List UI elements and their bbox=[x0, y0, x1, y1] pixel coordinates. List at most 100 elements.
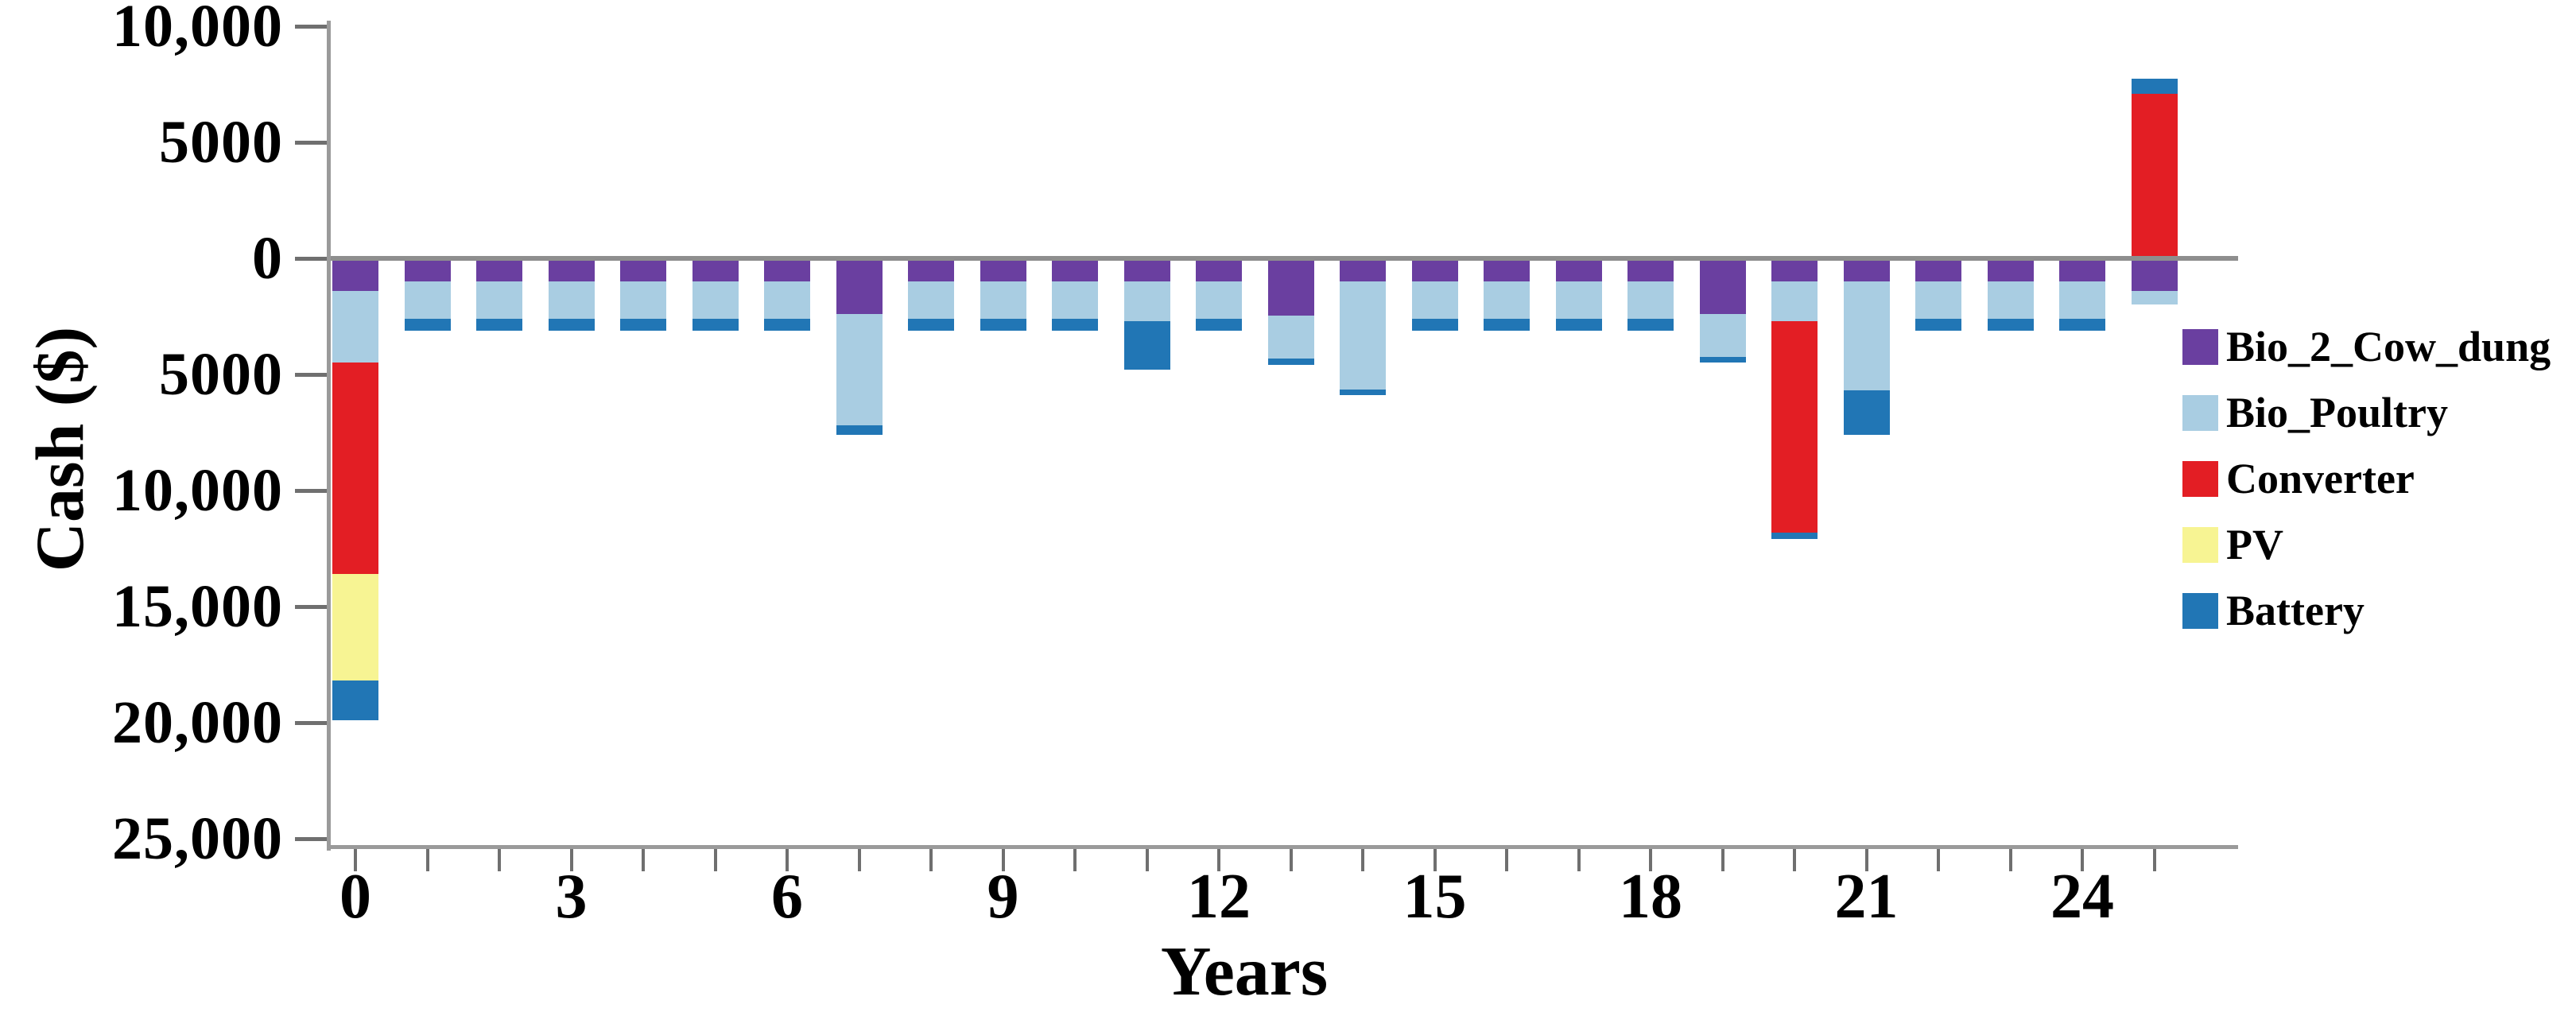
bar-segment-bio_2_cow_dung-year-20 bbox=[1771, 258, 1818, 282]
y-tick-label: 10,000 bbox=[112, 457, 283, 524]
bar-segment-battery-year-0 bbox=[332, 680, 378, 721]
bar-segment-battery-year-20 bbox=[1771, 532, 1818, 540]
bar-segment-bio_poultry-year-13 bbox=[1267, 315, 1314, 359]
x-tick bbox=[1145, 849, 1149, 871]
legend-swatch-bio_2_cow_dung bbox=[2182, 329, 2218, 365]
bar-segment-pv-year-0 bbox=[332, 574, 378, 681]
zero-gridline bbox=[327, 256, 2238, 261]
x-tick bbox=[1001, 849, 1005, 871]
x-tick-label: 15 bbox=[1402, 862, 1467, 932]
x-tick bbox=[642, 849, 645, 871]
bar-segment-battery-year-24 bbox=[2059, 318, 2105, 331]
bar-segment-bio_2_cow_dung-year-7 bbox=[836, 258, 883, 315]
bar-segment-bio_poultry-year-11 bbox=[1123, 281, 1170, 321]
y-tick-label: 20,000 bbox=[112, 689, 283, 756]
bar-segment-bio_2_cow_dung-year-2 bbox=[476, 258, 522, 282]
y-tick bbox=[295, 837, 327, 841]
bar-segment-bio_poultry-year-10 bbox=[1052, 281, 1098, 319]
x-tick bbox=[713, 849, 717, 871]
x-tick-label: 21 bbox=[1834, 862, 1899, 932]
y-tick-label: 0 bbox=[252, 225, 283, 292]
bar-segment-bio_2_cow_dung-year-1 bbox=[404, 258, 451, 282]
bar-segment-bio_poultry-year-22 bbox=[1915, 281, 1961, 319]
x-axis-title: Years bbox=[1160, 933, 1329, 1010]
bar-segment-bio_poultry-year-2 bbox=[476, 281, 522, 319]
bar-segment-bio_poultry-year-17 bbox=[1555, 281, 1602, 319]
legend-swatch-bio_poultry bbox=[2182, 395, 2218, 431]
y-tick bbox=[295, 373, 327, 377]
bar-segment-battery-year-14 bbox=[1340, 389, 1386, 396]
bar-segment-bio_poultry-year-23 bbox=[1987, 281, 2034, 319]
bar-segment-battery-year-1 bbox=[404, 318, 451, 331]
bar-segment-battery-year-11 bbox=[1123, 320, 1170, 370]
bar-segment-bio_poultry-year-15 bbox=[1411, 281, 1458, 319]
bar-segment-battery-year-10 bbox=[1052, 318, 1098, 331]
bar-segment-battery-year-12 bbox=[1196, 318, 1242, 331]
x-tick bbox=[1217, 849, 1220, 871]
bar-segment-battery-year-8 bbox=[908, 318, 954, 331]
bar-segment-battery-year-2 bbox=[476, 318, 522, 331]
legend-label-bio_poultry: Bio_Poultry bbox=[2226, 389, 2448, 436]
bar-segment-bio_2_cow_dung-year-14 bbox=[1340, 258, 1386, 282]
bar-segment-bio_2_cow_dung-year-10 bbox=[1052, 258, 1098, 282]
bar-segment-bio_poultry-year-21 bbox=[1843, 281, 1890, 391]
bar-segment-bio_2_cow_dung-year-5 bbox=[692, 258, 739, 282]
y-tick bbox=[295, 721, 327, 725]
bar-segment-bio_2_cow_dung-year-4 bbox=[620, 258, 666, 282]
y-tick-label: 15,000 bbox=[112, 573, 283, 640]
bar-segment-bio_2_cow_dung-year-23 bbox=[1987, 258, 2034, 282]
x-tick bbox=[786, 849, 789, 871]
x-tick bbox=[1577, 849, 1581, 871]
x-tick-label: 18 bbox=[1619, 862, 1682, 932]
bar-segment-bio_poultry-year-0 bbox=[332, 290, 378, 363]
x-tick bbox=[929, 849, 933, 871]
x-tick-label: 9 bbox=[987, 862, 1019, 932]
x-axis-spine bbox=[327, 845, 2238, 849]
bar-segment-bio_2_cow_dung-year-0 bbox=[332, 258, 378, 291]
legend-label-bio_2_cow_dung: Bio_2_Cow_dung bbox=[2226, 323, 2551, 370]
x-tick bbox=[1793, 849, 1796, 871]
y-tick bbox=[295, 25, 327, 29]
y-tick-label: 5000 bbox=[159, 341, 283, 408]
bar-segment-bio_poultry-year-14 bbox=[1340, 281, 1386, 390]
bar-segment-bio_2_cow_dung-year-18 bbox=[1627, 258, 1674, 282]
bar-segment-converter-year-0 bbox=[332, 363, 378, 575]
bar-segment-bio_poultry-year-24 bbox=[2059, 281, 2105, 319]
bar-segment-bio_poultry-year-20 bbox=[1771, 281, 1818, 321]
x-tick-label: 0 bbox=[339, 862, 371, 932]
bar-segment-bio_poultry-year-4 bbox=[620, 281, 666, 319]
x-tick bbox=[2152, 849, 2156, 871]
bar-segment-bio_2_cow_dung-year-15 bbox=[1411, 258, 1458, 282]
bar-segment-bio_poultry-year-7 bbox=[836, 314, 883, 426]
x-tick bbox=[1289, 849, 1293, 871]
bar-segment-battery-year-16 bbox=[1484, 318, 1530, 331]
bar-segment-battery-year-15 bbox=[1411, 318, 1458, 331]
bar-segment-bio_poultry-year-5 bbox=[692, 281, 739, 319]
bar-segment-bio_2_cow_dung-year-21 bbox=[1843, 258, 1890, 282]
x-tick-label: 12 bbox=[1187, 862, 1251, 932]
x-tick bbox=[1073, 849, 1077, 871]
y-tick bbox=[295, 141, 327, 145]
bar-segment-battery-year-19 bbox=[1699, 357, 1746, 363]
bar-segment-bio_2_cow_dung-year-19 bbox=[1699, 258, 1746, 315]
bar-segment-battery-year-13 bbox=[1267, 358, 1314, 366]
bar-segment-bio_2_cow_dung-year-24 bbox=[2059, 258, 2105, 282]
x-tick-label: 3 bbox=[555, 862, 588, 932]
bar-segment-battery-year-25 bbox=[2131, 78, 2178, 94]
y-tick-label: 5000 bbox=[159, 109, 283, 176]
bar-segment-bio_2_cow_dung-year-6 bbox=[764, 258, 810, 282]
bar-segment-battery-year-3 bbox=[548, 318, 595, 331]
y-tick-label: 10,000 bbox=[112, 0, 283, 60]
bar-segment-battery-year-22 bbox=[1915, 318, 1961, 331]
bar-segment-bio_2_cow_dung-year-16 bbox=[1484, 258, 1530, 282]
y-tick bbox=[295, 257, 327, 261]
bar-segment-bio_2_cow_dung-year-22 bbox=[1915, 258, 1961, 282]
bar-segment-converter-year-20 bbox=[1771, 320, 1818, 533]
bar-segment-battery-year-6 bbox=[764, 318, 810, 331]
bar-segment-battery-year-21 bbox=[1843, 390, 1890, 435]
bar-segment-bio_2_cow_dung-year-25 bbox=[2131, 258, 2178, 291]
bar-segment-battery-year-9 bbox=[980, 318, 1026, 331]
bar-segment-bio_poultry-year-8 bbox=[908, 281, 954, 319]
bar-segment-bio_poultry-year-25 bbox=[2131, 290, 2178, 305]
